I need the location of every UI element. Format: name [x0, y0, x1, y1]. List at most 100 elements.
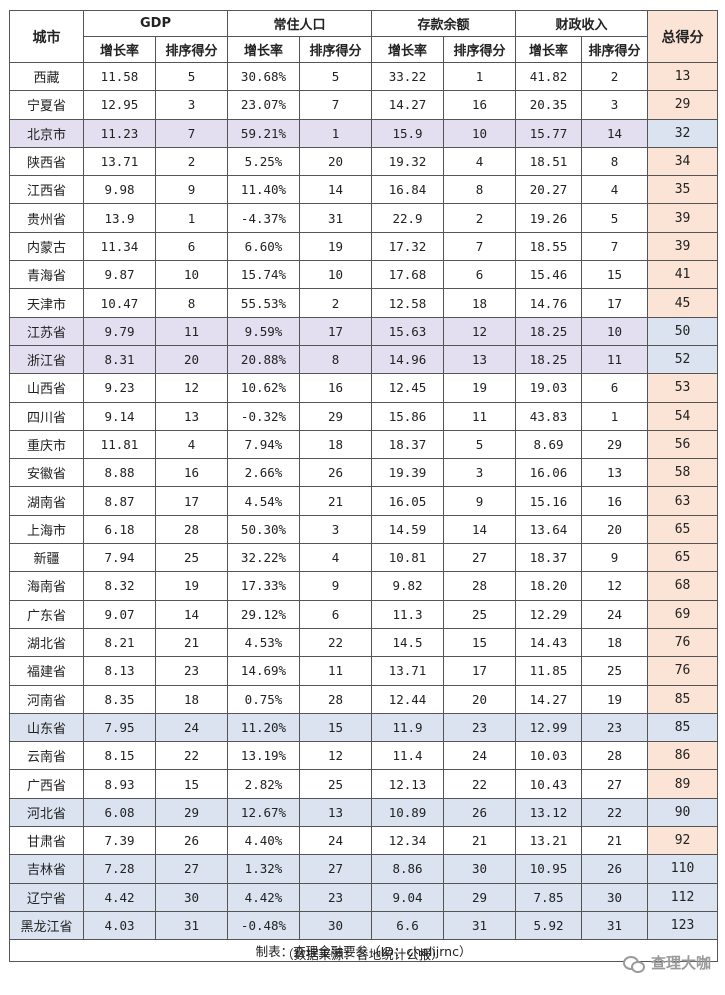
gdp-rank-cell: 11: [155, 316, 228, 346]
table-row: 湖北省 8.21 21 4.53% 22 14.5 15 14.43 18 76: [9, 627, 719, 658]
data-source-note: （数据来源：各地统计公报）: [281, 947, 444, 962]
gdp-rate-cell: 9.98: [83, 175, 156, 205]
gdp-rank-cell: 2: [155, 146, 228, 177]
population-rate-cell: -0.48%: [227, 910, 300, 941]
gdp-rank-cell: 4: [155, 429, 228, 460]
fiscal-rate-cell: 18.25: [515, 344, 583, 375]
deposit-rate-cell: 14.96: [371, 344, 445, 375]
deposit-rate-cell: 12.13: [371, 769, 445, 799]
fiscal-rank-cell: 1: [581, 401, 649, 431]
population-rate-cell: 17.33%: [227, 571, 300, 601]
city-cell: 北京市: [9, 118, 84, 148]
deposit-rank-cell: 25: [443, 599, 517, 629]
header-row: 城市 GDP 常住人口 存款余额 财政收入 总得分: [9, 10, 719, 63]
city-cell: 天津市: [9, 288, 84, 318]
deposit-rank-cell: 6: [443, 260, 517, 290]
city-cell: 福建省: [9, 656, 84, 686]
deposit-rank-cell: 7: [443, 231, 517, 262]
gdp-rank-cell: 8: [155, 288, 228, 318]
fiscal-rank-cell: 21: [581, 826, 649, 856]
total-score-cell: 86: [647, 741, 719, 771]
fiscal-rate-cell: 7.85: [515, 882, 583, 912]
deposit-rate-cell: 33.22: [371, 61, 445, 92]
gdp-rank-cell: 30: [155, 882, 228, 912]
table-row: 河南省 8.35 18 0.75% 28 12.44 20 14.27 19 85: [9, 684, 719, 714]
city-cell: 安徽省: [9, 458, 84, 488]
deposit-rate-cell: 11.3: [371, 599, 445, 629]
deposit-rank-cell: 5: [443, 429, 517, 460]
deposit-rank-cell: 22: [443, 769, 517, 799]
fiscal-rank-cell: 19: [581, 684, 649, 714]
population-rate-cell: 1.32%: [227, 854, 300, 884]
deposit-rank-cell: 15: [443, 627, 517, 658]
fiscal-rank-cell: 10: [581, 316, 649, 346]
deposit-rank-cell: 29: [443, 882, 517, 912]
fiscal-rate-cell: 41.82: [515, 61, 583, 92]
total-score-cell: 35: [647, 175, 719, 205]
fiscal-rank-cell: 5: [581, 203, 649, 233]
subheader-rate: 增长率: [515, 36, 583, 63]
population-rate-cell: 4.54%: [227, 486, 300, 516]
fiscal-rank-cell: 25: [581, 656, 649, 686]
table-row: 重庆市 11.81 4 7.94% 18 18.37 5 8.69 29 56: [9, 429, 719, 460]
total-score-cell: 65: [647, 543, 719, 573]
population-rate-cell: 12.67%: [227, 797, 300, 828]
fiscal-rank-cell: 6: [581, 373, 649, 403]
total-score-cell: 69: [647, 599, 719, 629]
gdp-rank-cell: 23: [155, 656, 228, 686]
deposit-rate-cell: 9.04: [371, 882, 445, 912]
fiscal-rank-cell: 16: [581, 486, 649, 516]
gdp-rate-cell: 7.95: [83, 712, 156, 743]
deposit-rate-cell: 16.84: [371, 175, 445, 205]
deposit-rank-cell: 24: [443, 741, 517, 771]
population-rank-cell: 10: [298, 260, 373, 290]
deposit-rate-cell: 6.6: [371, 910, 445, 941]
deposit-rate-cell: 9.82: [371, 571, 445, 601]
fiscal-rate-cell: 15.77: [515, 118, 583, 148]
deposit-rate-cell: 16.05: [371, 486, 445, 516]
fiscal-rank-cell: 18: [581, 627, 649, 658]
gdp-rate-cell: 9.87: [83, 260, 156, 290]
table-row: 贵州省 13.9 1 -4.37% 31 22.9 2 19.26 5 39: [9, 203, 719, 233]
fiscal-rank-cell: 28: [581, 741, 649, 771]
fiscal-rate-cell: 19.26: [515, 203, 583, 233]
total-score-cell: 54: [647, 401, 719, 431]
gdp-rate-cell: 8.32: [83, 571, 156, 601]
deposit-rank-cell: 20: [443, 684, 517, 714]
population-rank-cell: 2: [298, 288, 373, 318]
total-score-cell: 65: [647, 514, 719, 545]
population-rank-cell: 17: [298, 316, 373, 346]
subheader-rank: 排序得分: [581, 36, 649, 63]
total-score-cell: 68: [647, 571, 719, 601]
gdp-rate-cell: 13.71: [83, 146, 156, 177]
city-cell: 湖北省: [9, 627, 84, 658]
deposit-rate-cell: 12.34: [371, 826, 445, 856]
city-cell: 山东省: [9, 712, 84, 743]
gdp-rank-cell: 17: [155, 486, 228, 516]
city-cell: 四川省: [9, 401, 84, 431]
deposit-rate-cell: 14.59: [371, 514, 445, 545]
total-score-cell: 39: [647, 203, 719, 233]
fiscal-rate-cell: 10.03: [515, 741, 583, 771]
population-rate-cell: 59.21%: [227, 118, 300, 148]
fiscal-rate-cell: 20.27: [515, 175, 583, 205]
table-row: 吉林省 7.28 27 1.32% 27 8.86 30 10.95 26 110: [9, 854, 719, 884]
deposit-rank-cell: 30: [443, 854, 517, 884]
gdp-rank-cell: 7: [155, 118, 228, 148]
deposit-rank-cell: 9: [443, 486, 517, 516]
table-row: 海南省 8.32 19 17.33% 9 9.82 28 18.20 12 68: [9, 571, 719, 601]
gdp-rate-cell: 8.13: [83, 656, 156, 686]
gdp-rate-cell: 8.87: [83, 486, 156, 516]
deposit-rank-cell: 18: [443, 288, 517, 318]
gdp-rank-cell: 12: [155, 373, 228, 403]
gdp-rate-cell: 4.42: [83, 882, 156, 912]
fiscal-rank-cell: 17: [581, 288, 649, 318]
table-row: 云南省 8.15 22 13.19% 12 11.4 24 10.03 28 86: [9, 741, 719, 771]
fiscal-rank-cell: 9: [581, 543, 649, 573]
city-cell: 浙江省: [9, 344, 84, 375]
table-row: 甘肃省 7.39 26 4.40% 24 12.34 21 13.21 21 92: [9, 826, 719, 856]
table-row: 浙江省 8.31 20 20.88% 8 14.96 13 18.25 11 52: [9, 344, 719, 375]
total-score-cell: 29: [647, 90, 719, 120]
deposit-rate-cell: 10.89: [371, 797, 445, 828]
gdp-rank-cell: 29: [155, 797, 228, 828]
